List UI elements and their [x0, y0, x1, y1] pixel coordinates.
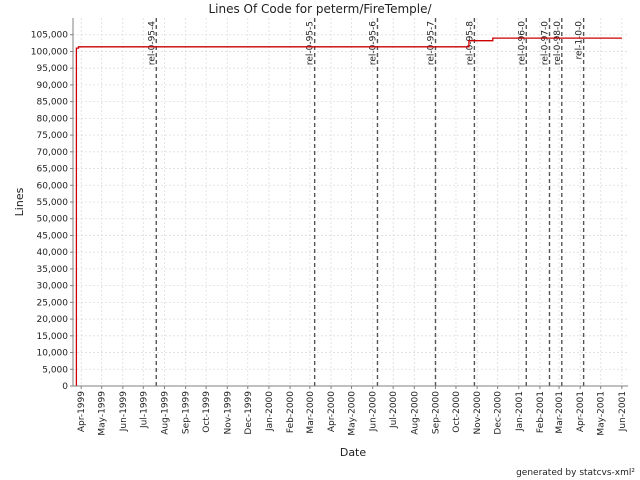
- y-tick-label: 75,000: [37, 131, 69, 141]
- x-tick-label: Jul-1999: [139, 391, 149, 429]
- x-tick-label: Oct-2000: [452, 391, 462, 433]
- x-tick-label: Jun-2000: [369, 391, 379, 432]
- release-marker-label: rel-0-95-4: [147, 21, 157, 65]
- x-tick-label: Nov-2000: [473, 391, 483, 435]
- x-tick-label: Sep-2000: [431, 391, 441, 434]
- x-tick-label: Jul-2000: [389, 391, 399, 429]
- x-tick-label: Apr-2001: [576, 391, 586, 432]
- y-tick-label: 40,000: [37, 248, 69, 258]
- y-axis-ticks: 0 5,000 10,000 15,000 20,000 25,000 30,000 35,0…: [31, 31, 73, 392]
- x-tick-label: Jan-2000: [265, 391, 275, 432]
- y-tick-label: 105,000: [31, 31, 68, 41]
- y-tick-label: 70,000: [37, 148, 69, 158]
- x-tick-label: May-2000: [348, 391, 358, 436]
- x-tick-label: Dec-1999: [244, 391, 254, 435]
- y-tick-label: 50,000: [37, 215, 69, 225]
- x-tick-label: Jun-2001: [618, 391, 628, 432]
- y-tick-label: 55,000: [37, 198, 69, 208]
- x-tick-label: Apr-1999: [77, 391, 87, 432]
- x-tick-label: Oct-1999: [202, 391, 212, 433]
- x-tick-label: Aug-1999: [160, 391, 170, 435]
- x-tick-label: Feb-2001: [536, 391, 546, 433]
- y-tick-label: 65,000: [37, 165, 69, 175]
- loc-series-line: [75, 37, 622, 386]
- x-tick-label: Aug-2000: [410, 391, 420, 435]
- x-tick-label: Dec-2000: [494, 391, 504, 435]
- x-tick-label: Feb-2000: [286, 391, 296, 433]
- y-tick-label: 35,000: [37, 265, 69, 275]
- y-tick-label: 60,000: [37, 181, 69, 191]
- y-tick-label: 20,000: [37, 315, 69, 325]
- y-tick-label: 80,000: [37, 114, 69, 124]
- y-tick-label: 30,000: [37, 282, 69, 292]
- y-tick-label: 0: [62, 382, 68, 392]
- x-tick-label: Jan-2001: [515, 391, 525, 432]
- x-tick-label: Sep-1999: [182, 391, 192, 434]
- x-axis-title: Date: [340, 446, 367, 459]
- release-marker-label: rel-0-95-5: [306, 21, 316, 65]
- chart-title: Lines Of Code for peterm/FireTemple/: [208, 2, 432, 16]
- release-marker-label: rel-0-96-0: [517, 21, 527, 65]
- x-tick-label: May-1999: [98, 391, 108, 436]
- release-marker-label: rel-1-0-0: [575, 21, 585, 60]
- y-tick-label: 45,000: [37, 231, 69, 241]
- x-tick-label: Apr-2000: [327, 391, 337, 432]
- y-tick-label: 85,000: [37, 98, 69, 108]
- release-marker-label: rel-0-95-7: [426, 21, 436, 65]
- x-tick-label: Nov-1999: [223, 391, 233, 435]
- x-tick-label: May-2001: [597, 391, 607, 436]
- release-markers: rel-0-95-4 rel-0-95-5 rel-0-95-6 rel-0-95-7…: [147, 18, 585, 386]
- y-tick-label: 25,000: [37, 298, 69, 308]
- x-tick-label: Mar-2000: [306, 391, 316, 434]
- x-tick-label: Jun-1999: [119, 391, 129, 432]
- y-tick-label: 90,000: [37, 81, 69, 91]
- release-marker-label: rel-0-98-0: [553, 21, 563, 65]
- release-marker-label: rel-0-95-6: [368, 21, 378, 65]
- x-tick-label: Mar-2001: [555, 391, 565, 434]
- x-axis-ticks: Apr-1999 May-1999 Jun-1999 Jul-1999 Aug-1999…: [77, 386, 628, 436]
- y-tick-label: 95,000: [37, 64, 69, 74]
- generator-credit: generated by statcvs-xml²: [516, 468, 635, 478]
- grid: [73, 18, 628, 387]
- release-marker-label: rel-0-95-8: [465, 21, 475, 65]
- y-axis-title: Lines: [13, 187, 26, 216]
- series-lines: [75, 37, 622, 386]
- y-tick-label: 5,000: [42, 365, 68, 375]
- y-tick-label: 100,000: [31, 47, 68, 57]
- y-tick-label: 15,000: [37, 332, 69, 342]
- y-tick-label: 10,000: [37, 349, 69, 359]
- release-marker-label: rel-0-97-0: [540, 21, 550, 65]
